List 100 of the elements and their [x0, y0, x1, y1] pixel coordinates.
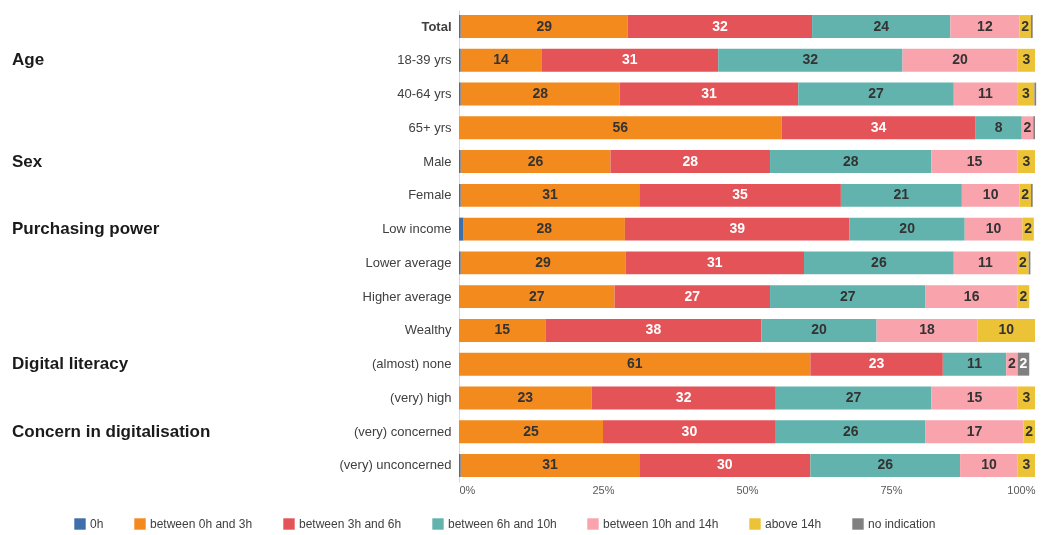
text: Digital literacy	[12, 354, 129, 374]
data-label: 3	[1021, 85, 1030, 102]
data-label: 29	[536, 17, 553, 34]
data-label: 8	[994, 118, 1003, 135]
data-label: 30	[717, 456, 733, 473]
y-tick-label: (almost) none	[372, 356, 452, 372]
y-tick-label: Total	[421, 18, 452, 34]
data-label: 23	[868, 355, 885, 372]
data-label: 2	[1021, 17, 1030, 34]
data-label: 2	[1021, 186, 1030, 203]
data-label: 25	[523, 422, 539, 439]
data-label: 2	[1019, 287, 1028, 304]
data-label: 27	[840, 287, 856, 304]
data-label: 27	[684, 287, 701, 304]
data-label: 28	[842, 152, 859, 169]
y-tick-label: Low income	[382, 221, 452, 237]
y-tick-label: 18-39 yrs	[397, 52, 452, 68]
data-label: 3	[1022, 51, 1031, 68]
y-tick-label: Higher average	[362, 288, 452, 304]
data-label: 2	[1024, 220, 1033, 237]
data-label: 20	[952, 51, 969, 68]
data-label: 16	[963, 287, 980, 304]
data-label: 10	[981, 456, 997, 473]
data-label: 31	[621, 51, 638, 68]
data-label: 32	[712, 17, 728, 34]
legend-label: between 0h and 3h	[150, 517, 253, 531]
data-label: 18	[919, 321, 935, 338]
data-label: 28	[682, 152, 699, 169]
data-label: 15	[966, 388, 983, 405]
y-tick-label: (very) concerned	[353, 423, 452, 439]
data-label: 23	[517, 388, 534, 405]
data-label: 34	[870, 118, 887, 135]
y-tick-label: Wealthy	[404, 322, 452, 338]
data-label: 3	[1022, 456, 1031, 473]
data-label: 35	[732, 186, 749, 203]
data-label: 10	[982, 186, 999, 203]
data-label: 39	[729, 220, 746, 237]
x-tick-label: 100%	[1007, 483, 1036, 496]
data-label: 26	[877, 456, 894, 473]
data-label: 32	[802, 51, 819, 68]
data-label: 2	[1019, 355, 1028, 372]
data-label: 26	[527, 152, 544, 169]
data-label: 15	[494, 321, 511, 338]
legend-label: between 6h and 10h	[448, 517, 557, 531]
text: Purchasing power	[12, 219, 160, 239]
data-label: 10	[998, 321, 1015, 338]
text: Sex	[12, 151, 43, 171]
data-label: 28	[536, 220, 553, 237]
data-label: 24	[873, 17, 890, 34]
data-label: 17	[966, 422, 983, 439]
data-label: 3	[1022, 152, 1031, 169]
data-label: 29	[535, 253, 552, 270]
legend-label: between 3h and 6h	[299, 517, 402, 531]
data-label: 12	[977, 17, 993, 34]
data-label: 2	[1008, 355, 1017, 372]
data-label: 20	[811, 321, 827, 338]
data-label: 27	[528, 287, 545, 304]
data-label: 56	[612, 118, 629, 135]
x-tick-label: 50%	[736, 483, 759, 496]
data-label: 11	[978, 85, 994, 102]
data-label: 28	[532, 85, 549, 102]
text: Concern in digitalisation	[12, 421, 211, 441]
data-label: 11	[978, 253, 994, 270]
legend-label: no indication	[868, 517, 936, 531]
data-label: 26	[842, 422, 859, 439]
data-label: 20	[899, 220, 916, 237]
data-label: 2	[1023, 118, 1032, 135]
text: Age	[12, 50, 45, 70]
data-label: 2	[1025, 422, 1034, 439]
y-tick-label: (very) unconcerned	[339, 457, 452, 473]
data-label: 27	[845, 388, 862, 405]
y-tick-label: Lower average	[365, 254, 452, 270]
data-label: 38	[645, 321, 662, 338]
data-label: 14	[493, 51, 510, 68]
data-label: 32	[675, 388, 692, 405]
data-label: 2	[1019, 253, 1028, 270]
data-label: 31	[542, 456, 559, 473]
data-label: 31	[706, 253, 723, 270]
y-tick-label: 65+ yrs	[408, 119, 452, 135]
data-label: 10	[985, 220, 1002, 237]
data-label: 61	[626, 355, 643, 372]
legend-label: 0h	[90, 517, 104, 531]
data-label: 11	[967, 355, 983, 372]
data-label: 26	[871, 253, 887, 270]
legend-label: between 10h and 14h	[603, 517, 719, 531]
data-label: 15	[966, 152, 983, 169]
data-label: 31	[542, 186, 559, 203]
y-tick-label: (very) high	[390, 389, 452, 405]
data-label: 30	[681, 422, 698, 439]
data-label: 27	[868, 85, 885, 102]
x-tick-label: 0%	[459, 483, 476, 496]
x-tick-label: 75%	[880, 483, 903, 496]
y-tick-label: 40-64 yrs	[397, 86, 452, 102]
data-label: 31	[701, 85, 717, 102]
y-tick-label: Female	[408, 187, 452, 203]
data-label: 3	[1022, 388, 1031, 405]
x-tick-label: 25%	[592, 483, 615, 496]
y-tick-label: Male	[423, 153, 452, 169]
legend-label: above 14h	[765, 517, 822, 531]
data-label: 21	[893, 186, 910, 203]
